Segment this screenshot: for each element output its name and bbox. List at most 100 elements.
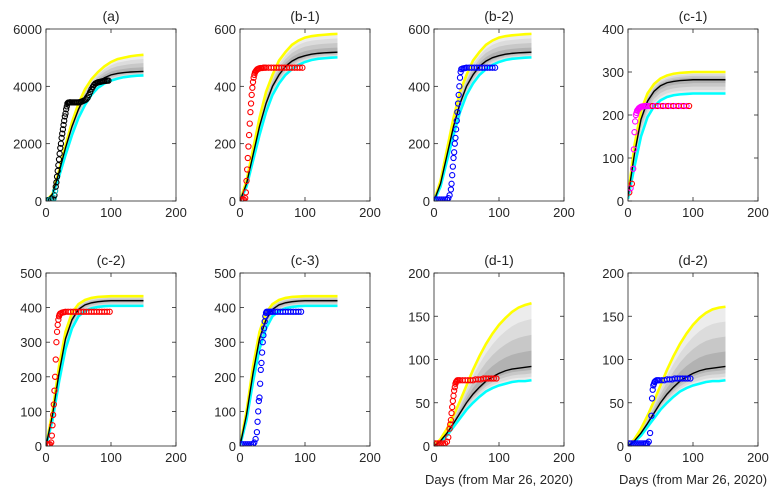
- data-point: [51, 373, 59, 380]
- lower-bound-line: [628, 92, 726, 200]
- data-point: [242, 441, 249, 446]
- panel-d1: 0 100 200 0 50 100 150 200 (d-1) Days (from Mar 2…: [408, 252, 575, 487]
- data-point: [451, 140, 458, 147]
- chart-title: (c-1): [679, 8, 708, 24]
- data-point: [242, 189, 249, 196]
- data-point: [259, 339, 266, 346]
- data-point: [105, 77, 112, 84]
- data-point: [443, 438, 451, 445]
- data-point: [687, 375, 694, 382]
- y-tick-label: 0: [423, 439, 430, 454]
- y-tick-label: 150: [408, 309, 430, 324]
- x-tick-label: 200: [165, 205, 187, 220]
- data-point: [255, 397, 262, 405]
- chart-title: (c-3): [291, 252, 320, 268]
- data-point: [243, 177, 250, 185]
- y-tick-label: 400: [602, 22, 624, 37]
- y-tick-label: 200: [408, 266, 430, 281]
- data-point: [447, 421, 454, 428]
- data-point: [49, 422, 56, 429]
- x-tick-label: 100: [100, 450, 122, 465]
- data-point: [646, 429, 654, 437]
- y-tick-label: 300: [214, 335, 236, 350]
- data-point: [59, 130, 66, 137]
- data-point: [630, 165, 637, 172]
- data-point: [448, 180, 455, 187]
- y-tick-label: 300: [20, 335, 42, 350]
- data-point: [240, 441, 245, 446]
- y-tick-label: 0: [423, 194, 430, 209]
- data-point: [253, 429, 261, 436]
- y-tick-label: 400: [408, 79, 430, 94]
- x-tick-label: 100: [682, 450, 704, 465]
- plot-content: [434, 302, 532, 446]
- data-point: [628, 440, 633, 446]
- panel-d2: 0 100 200 0 50 100 150 200 (d-2) Days (from Mar 2…: [602, 252, 769, 487]
- y-tick-label: 150: [602, 309, 624, 324]
- upper-bound-line: [628, 305, 726, 446]
- x-tick-label: 100: [100, 205, 122, 220]
- data-point: [299, 64, 306, 71]
- panel-b1: 0 100 200 0 200 400 600 (b-1): [214, 8, 381, 220]
- data-point: [635, 440, 643, 446]
- data-point: [240, 441, 247, 446]
- y-tick-label: 0: [229, 439, 236, 454]
- y-tick-label: 6000: [13, 22, 42, 37]
- data-point: [450, 387, 458, 394]
- median-line: [628, 79, 726, 197]
- x-tick-label: 200: [165, 450, 187, 465]
- lower-bound-line: [240, 56, 338, 201]
- data-point: [247, 100, 255, 107]
- data-point: [450, 149, 458, 156]
- y-tick-label: 4000: [13, 79, 42, 94]
- data-point: [434, 440, 441, 446]
- lower-bound-line: [434, 56, 532, 201]
- data-point: [53, 339, 60, 346]
- data-point: [256, 380, 264, 387]
- data-point: [247, 108, 254, 116]
- data-point: [296, 64, 303, 71]
- data-point: [256, 394, 263, 401]
- data-point: [628, 180, 636, 187]
- data-point: [633, 440, 641, 446]
- data-point: [628, 440, 635, 446]
- y-tick-label: 400: [214, 301, 236, 316]
- x-axis-label: Days (from Mar 26, 2020): [425, 472, 573, 487]
- data-point: [447, 186, 455, 193]
- y-tick-label: 50: [416, 396, 430, 411]
- data-point: [243, 166, 251, 173]
- median-line: [628, 365, 726, 446]
- y-tick-label: 500: [214, 266, 236, 281]
- data-point: [454, 100, 462, 107]
- data-point: [50, 411, 57, 419]
- chart-title: (c-2): [97, 252, 126, 268]
- data-point: [252, 435, 259, 443]
- data-point: [260, 332, 267, 339]
- x-axis-label: Days (from Mar 26, 2020): [619, 472, 767, 487]
- data-point: [52, 183, 59, 190]
- y-tick-label: 500: [20, 266, 42, 281]
- data-point: [248, 91, 255, 99]
- data-point: [53, 328, 61, 335]
- median-line: [434, 365, 532, 446]
- data-point: [55, 156, 63, 163]
- data-point: [258, 349, 266, 356]
- data-point: [244, 154, 251, 162]
- data-point: [51, 387, 58, 394]
- data-point: [51, 192, 58, 199]
- data-point: [58, 134, 65, 142]
- y-tick-label: 400: [214, 79, 236, 94]
- data-point: [438, 196, 445, 201]
- data-point: [456, 83, 463, 90]
- data-point: [103, 308, 111, 315]
- data-point: [54, 167, 61, 175]
- plot-content: [240, 294, 338, 446]
- plot-content: [240, 32, 338, 201]
- y-tick-label: 600: [408, 22, 430, 37]
- data-point: [63, 106, 70, 113]
- y-tick-label: 100: [602, 353, 624, 368]
- data-point: [631, 129, 638, 136]
- data-point: [491, 64, 499, 71]
- panel-c1: 0 100 200 0 100 200 300 400 (c-1): [602, 8, 769, 220]
